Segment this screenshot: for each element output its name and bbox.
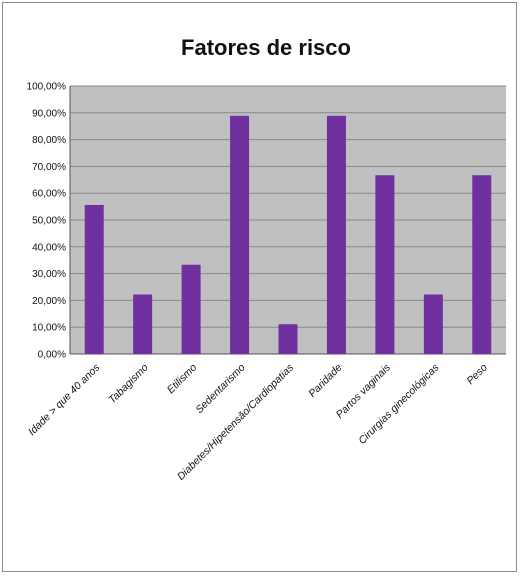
y-axis-ticks: 0,00% 10,00% 20,00% 30,00% 40,00% 50,00% 60,00…	[27, 82, 67, 361]
bar	[375, 175, 395, 354]
y-tick-label: 30,00%	[32, 269, 66, 280]
y-tick-label: 20,00%	[32, 296, 66, 307]
y-tick-label: 90,00%	[32, 108, 66, 119]
y-tick-label: 40,00%	[32, 242, 66, 253]
x-tick-label: Peso	[464, 362, 490, 388]
x-tick-label: Etilismo	[165, 362, 200, 397]
y-tick-label: 80,00%	[32, 135, 66, 146]
x-tick-label: Idade > que 40 anos	[26, 361, 103, 438]
x-axis-labels: Idade > que 40 anos Tabagismo EtilismoSede…	[26, 361, 490, 483]
bar	[133, 294, 153, 354]
x-tick-label: Cirurgias ginecológicas	[356, 361, 442, 447]
bar	[326, 115, 346, 354]
bars	[84, 115, 492, 354]
x-tick-label: Paridade	[306, 362, 344, 400]
chart-title: Fatores de risco	[181, 35, 351, 60]
y-tick-label: 0,00%	[38, 350, 66, 361]
y-tick-label: 100,00%	[27, 82, 67, 93]
bar	[84, 204, 104, 354]
x-tick-label: Sedentarismo	[193, 362, 247, 416]
y-tick-label: 60,00%	[32, 189, 66, 200]
bar	[230, 115, 250, 354]
y-tick-label: 70,00%	[32, 162, 66, 173]
bar	[278, 324, 298, 354]
y-tick-label: 10,00%	[32, 323, 66, 334]
bar	[423, 294, 443, 354]
bar	[472, 175, 492, 354]
bar	[181, 264, 201, 354]
x-tick-label: Tabagismo	[106, 362, 151, 407]
y-tick-label: 50,00%	[32, 216, 66, 227]
